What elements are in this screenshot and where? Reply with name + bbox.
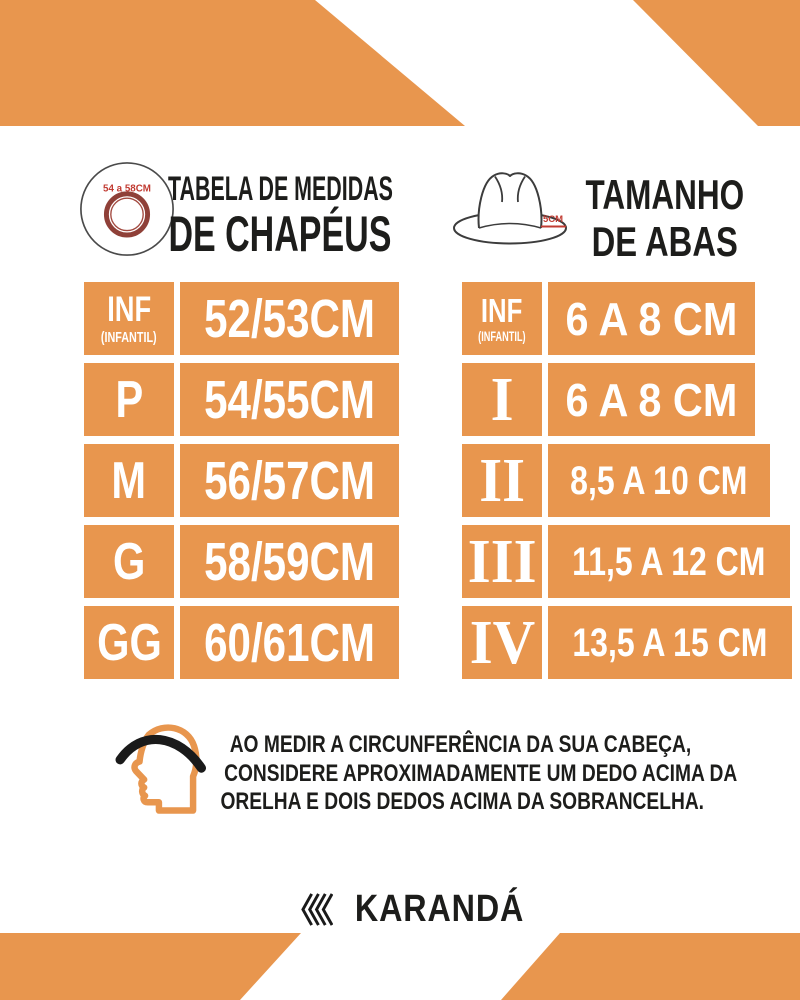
brim-label: INF [481, 291, 523, 329]
fedora-side-view-icon: 5CM [453, 172, 567, 245]
hat-sizes-title: TABELA DE MEDIDAS DE CHAPÉUS [80, 172, 480, 259]
brim-value: 6 A 8 CM [565, 292, 738, 345]
size-label: G [112, 532, 146, 591]
size-label-cell: GG [84, 606, 174, 679]
size-sublabel: (INFANTIL) [101, 329, 157, 346]
size-label: M [111, 451, 147, 510]
brim-label: I [490, 365, 514, 434]
bottom-right-orange-shape [501, 933, 800, 1000]
brim-label: III [467, 527, 537, 596]
brim-value-cell: 6 A 8 CM [548, 282, 755, 355]
bottom-decor-band [0, 933, 800, 1000]
size-label-cell: P [84, 363, 174, 436]
brim-label-cell: IV [462, 606, 542, 679]
brim-value-cell: 8,5 A 10 CM [548, 444, 770, 517]
top-decor-band [0, 0, 800, 126]
brim-value-cell: 11,5 A 12 CM [548, 525, 790, 598]
table-row: IV 13,5 A 15 CM [462, 606, 792, 679]
size-value-cell: 54/55CM [180, 363, 400, 436]
brim-label-cell: INF (INFANTIL) [462, 282, 542, 355]
size-label-cell: M [84, 444, 174, 517]
table-row: M 56/57CM [84, 444, 400, 517]
brim-value: 13,5 A 15 CM [572, 620, 768, 665]
brim-value-cell: 6 A 8 CM [548, 363, 755, 436]
hat-top-view-icon: 54 a 58CM [80, 162, 174, 256]
brim-sizes-title: TAMANHO DE ABAS [465, 174, 800, 263]
brim-size-table: INF (INFANTIL) 6 A 8 CM I 6 A 8 CM II 8,… [462, 282, 792, 679]
note-line3: ORELHA E DOIS DEDOS ACIMA DA SOBRANCELHA… [220, 788, 705, 815]
size-value: 56/57CM [204, 450, 376, 511]
brim-label-cell: II [462, 444, 542, 517]
brim-value: 8,5 A 10 CM [570, 458, 748, 503]
hat-sizes-title-line2: DE CHAPÉUS [168, 206, 392, 262]
table-row: G 58/59CM [84, 525, 400, 598]
size-value-cell: 56/57CM [180, 444, 400, 517]
table-row: INF (INFANTIL) 52/53CM [84, 282, 400, 355]
size-label: INF [106, 290, 151, 329]
table-row: II 8,5 A 10 CM [462, 444, 770, 517]
brim-sizes-title-line1: TAMANHO [585, 171, 745, 218]
size-label: GG [96, 613, 162, 672]
size-value: 54/55CM [204, 369, 376, 430]
brim-label-cell: I [462, 363, 542, 436]
table-row: P 54/55CM [84, 363, 400, 436]
size-label-cell: INF (INFANTIL) [84, 282, 174, 355]
size-value: 52/53CM [204, 288, 376, 349]
size-label-cell: G [84, 525, 174, 598]
brim-label-cell: III [462, 525, 542, 598]
brim-sublabel: (INFANTIL) [478, 328, 526, 344]
brand-name: KARANDÁ [355, 888, 525, 930]
note-line2: CONSIDERE APROXIMADAMENTE UM DEDO ACIMA … [224, 759, 738, 787]
brim-label: II [479, 446, 525, 515]
brim-value: 6 A 8 CM [565, 373, 738, 426]
size-value-cell: 52/53CM [180, 282, 400, 355]
size-value-cell: 60/61CM [180, 606, 400, 679]
table-row: III 11,5 A 12 CM [462, 525, 790, 598]
table-row: INF (INFANTIL) 6 A 8 CM [462, 282, 755, 355]
brand-footer: KARANDÁ [20, 890, 800, 928]
brim-label: IV [469, 608, 535, 677]
measuring-instructions: AO MEDIR A CIRCUNFERÊNCIA DA SUA CABEÇA,… [160, 731, 760, 817]
size-value: 60/61CM [204, 612, 376, 673]
hat-size-table: INF (INFANTIL) 52/53CM P 54/55CM M 56/57… [84, 282, 400, 679]
size-label: P [115, 370, 143, 429]
brim-value-cell: 13,5 A 15 CM [548, 606, 792, 679]
table-row: I 6 A 8 CM [462, 363, 755, 436]
size-value: 58/59CM [204, 531, 376, 592]
brim-sizes-title-line2: DE ABAS [591, 218, 739, 265]
brim-value: 11,5 A 12 CM [572, 539, 766, 584]
head-circumference-label: 54 a 58CM [103, 183, 151, 194]
table-row: GG 60/61CM [84, 606, 400, 679]
size-value-cell: 58/59CM [180, 525, 400, 598]
hat-sizes-title-line1: TABELA DE MEDIDAS [167, 170, 393, 208]
nested-chevrons-icon [301, 892, 334, 926]
note-line1: AO MEDIR A CIRCUNFERÊNCIA DA SUA CABEÇA, [229, 731, 691, 758]
head-with-measuring-tape-icon [115, 724, 206, 814]
brim-width-label: 5CM [543, 214, 563, 225]
